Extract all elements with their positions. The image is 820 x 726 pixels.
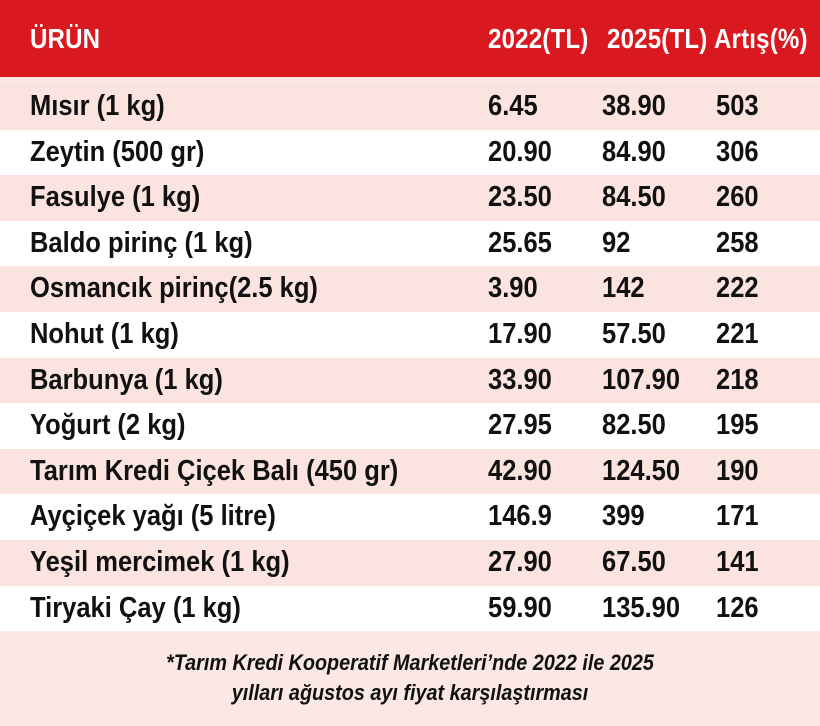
price-2022-cell: 3.90 [488,272,538,305]
price-2022-cell: 27.90 [488,545,552,578]
price-2022-cell: 59.90 [488,591,552,624]
product-cell: Yeşil mercimek (1 kg) [30,545,290,578]
footnote-line-2: yılları ağustos ayı fiyat karşılaştırmas… [231,680,589,705]
table-row: Tarım Kredi Çiçek Balı (450 gr) 42.90 12… [0,448,820,495]
table-row: Yeşil mercimek (1 kg) 27.90 67.50 141 [0,539,820,586]
price-2022-cell: 17.90 [488,317,552,350]
price-2025-cell: 84.90 [602,135,666,168]
table-row: Fasulye (1 kg) 23.50 84.50 260 [0,175,820,221]
price-2022-cell: 25.65 [488,226,552,259]
price-2025-cell: 92 [602,226,631,259]
header-increase-percent: Artış(%) [714,23,808,54]
table-body: Mısır (1 kg) 6.45 38.90 503 Zeytin (500 … [0,84,820,632]
table-row: Osmancık pirinç(2.5 kg) 3.90 142 222 [0,266,820,312]
table-row: Ayçiçek yağı (5 litre) 146.9 399 171 [0,494,820,540]
table-row: Yoğurt (2 kg) 27.95 82.50 195 [0,403,820,449]
product-cell: Tarım Kredi Çiçek Balı (450 gr) [30,454,399,487]
price-2025-cell: 84.50 [602,181,666,214]
price-2022-cell: 33.90 [488,363,552,396]
product-cell: Barbunya (1 kg) [30,363,223,396]
price-2025-cell: 124.50 [602,454,681,487]
increase-cell: 503 [716,90,759,122]
price-2022-cell: 27.95 [488,409,552,442]
increase-cell: 126 [716,591,759,624]
table-row: Tiryaki Çay (1 kg) 59.90 135.90 126 [0,585,820,632]
price-2022-cell: 23.50 [488,181,552,214]
product-cell: Ayçiçek yağı (5 litre) [30,500,276,533]
price-2025-cell: 67.50 [602,545,666,578]
increase-cell: 171 [716,500,759,533]
increase-cell: 258 [716,226,759,259]
increase-cell: 195 [716,409,759,442]
increase-cell: 222 [716,272,759,305]
increase-cell: 306 [716,135,759,168]
price-2025-cell: 82.50 [602,409,666,442]
price-2022-cell: 146.9 [488,500,552,533]
product-cell: Osmancık pirinç(2.5 kg) [30,272,318,305]
header-2025-price: 2025(TL) [607,23,708,54]
footnote: *Tarım Kredi Kooperatif Marketleri’nde 2… [0,632,820,726]
table-row: Zeytin (500 gr) 20.90 84.90 306 [0,129,820,176]
product-cell: Fasulye (1 kg) [30,181,201,214]
price-2025-cell: 142 [602,272,645,305]
table-row: Nohut (1 kg) 17.90 57.50 221 [0,311,820,358]
price-2025-cell: 38.90 [602,90,666,122]
price-2025-cell: 57.50 [602,317,666,350]
footnote-line-1: *Tarım Kredi Kooperatif Marketleri’nde 2… [166,650,654,675]
product-cell: Baldo pirinç (1 kg) [30,226,253,259]
price-2022-cell: 42.90 [488,454,552,487]
price-2022-cell: 6.45 [488,90,538,122]
price-2022-cell: 20.90 [488,135,552,168]
product-cell: Zeytin (500 gr) [30,135,205,168]
header-product: ÜRÜN [30,23,101,54]
table-header: ÜRÜN 2022(TL) 2025(TL) Artış(%) [0,0,820,77]
increase-cell: 218 [716,363,759,396]
header-2022-price: 2022(TL) [488,23,589,54]
price-2025-cell: 135.90 [602,591,681,624]
product-cell: Yoğurt (2 kg) [30,409,186,442]
increase-cell: 221 [716,317,759,350]
increase-cell: 260 [716,181,759,214]
product-cell: Mısır (1 kg) [30,90,165,122]
increase-cell: 190 [716,454,759,487]
table-row: Mısır (1 kg) 6.45 38.90 503 [0,84,820,130]
increase-cell: 141 [716,545,759,578]
price-2025-cell: 107.90 [602,363,681,396]
product-cell: Tiryaki Çay (1 kg) [30,591,241,624]
product-cell: Nohut (1 kg) [30,317,179,350]
table-row: Barbunya (1 kg) 33.90 107.90 218 [0,357,820,404]
table-row: Baldo pirinç (1 kg) 25.65 92 258 [0,220,820,267]
price-2025-cell: 399 [602,500,645,533]
